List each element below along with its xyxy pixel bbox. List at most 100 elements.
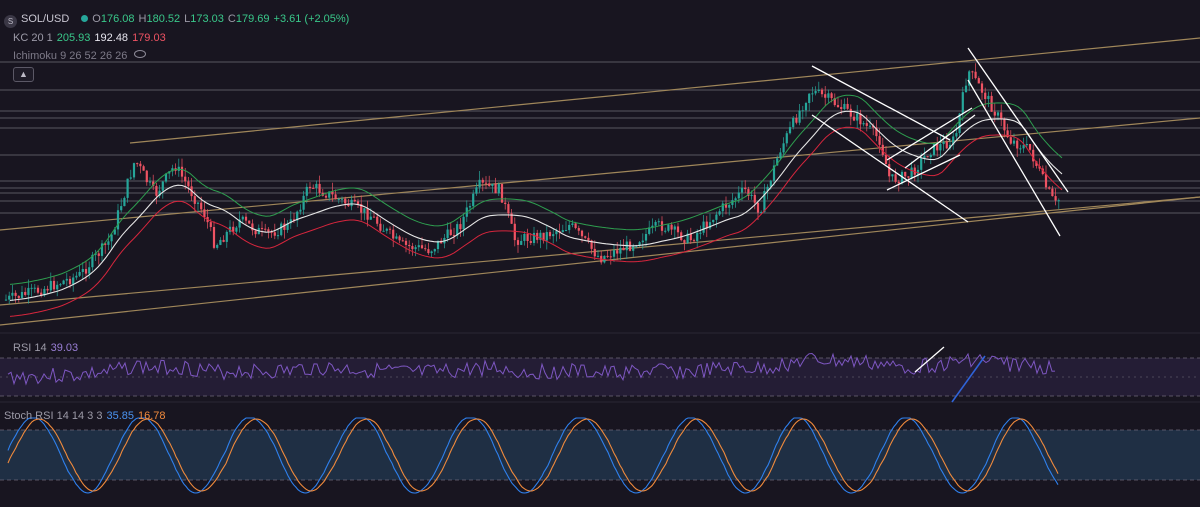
candle-body [756,202,760,213]
candle-body [481,179,484,183]
collapse-legend-button[interactable]: ▲ [13,67,34,82]
trend-channel-lines[interactable] [0,37,1200,326]
candle-body [878,136,881,145]
candle-body [283,223,286,230]
hidden-eye-icon[interactable] [134,50,147,58]
stoch-d-value: 16.78 [137,410,166,422]
candle-body [948,144,952,149]
symbol-legend[interactable]: S SOL/USD O176.08 H180.52 L173.03 C179.69 +3.6… [4,12,353,28]
candle-body [1016,140,1019,149]
candle-body [40,292,43,296]
candle-body [452,235,456,237]
candle-body [494,183,497,194]
candle-body [219,239,222,245]
trendline-drawing [811,65,951,141]
candle-body [708,222,712,229]
trend-channel-line [129,37,1200,144]
candle-body [312,187,315,189]
kc-lower-line [9,126,1063,317]
candle-body [17,295,20,298]
symbol-name[interactable]: SOL/USD [21,13,70,25]
candle-body [516,240,520,245]
candle-body [120,206,123,211]
candle-body [24,291,27,295]
candle-body [353,199,356,202]
flag-drawings[interactable] [811,47,1069,237]
candle-body [212,227,216,248]
candle-body [315,183,318,188]
candle-body [782,143,785,153]
candle-body [1022,145,1025,149]
candle-body [772,165,776,181]
candle-body [740,187,744,193]
candle-body [497,183,500,194]
candle-body [753,194,756,203]
candle-body [430,251,433,254]
candle-body [139,163,142,167]
horizontal-levels[interactable] [0,61,1200,403]
candle-body [894,174,897,182]
candle-body [81,268,84,272]
kc-label[interactable]: KC 20 1 [13,32,53,44]
candle-body [449,229,452,236]
candle-body [72,277,75,285]
candle-body [952,136,955,145]
stoch-k-value: 35.85 [106,410,134,422]
candle-body [408,244,411,247]
trend-channel-line [0,117,1200,231]
candle-body [520,240,523,245]
rsi-legend[interactable]: RSI 14 39.03 [13,341,82,355]
candle-body [222,239,225,242]
candle-body [801,110,804,112]
stoch-rsi-label[interactable]: Stoch RSI 14 14 3 3 [4,410,103,422]
candle-body [414,247,417,250]
candle-body [209,222,212,228]
ichimoku-legend[interactable]: Ichimoku 9 26 52 26 26 [13,49,150,63]
stoch-rsi-pane[interactable] [0,417,1200,494]
ichimoku-label[interactable]: Ichimoku 9 26 52 26 26 [13,50,128,62]
rsi-label[interactable]: RSI 14 [13,342,47,354]
candle-body [232,226,235,232]
candle-body [1057,200,1060,202]
candle-body [36,287,40,293]
candle-body [1035,161,1038,166]
stoch-d-line [7,418,1059,492]
candle-body [184,176,187,182]
candle-body [417,245,420,248]
stoch-rsi-legend[interactable]: Stoch RSI 14 14 3 3 35.85 16.78 [4,409,170,423]
candle-body [1051,188,1054,197]
candle-body [395,236,398,239]
candle-body [462,216,465,230]
candle-body [734,198,737,201]
candle-body [724,203,728,208]
candle-body [1019,148,1022,150]
kc-legend[interactable]: KC 20 1 205.93 192.48 179.03 [13,31,170,45]
candle-body [484,182,488,184]
candle-body [811,93,814,95]
candle-body [555,231,558,235]
keltner-channel [9,94,1063,317]
candle-body [955,133,958,137]
candle-body [984,92,987,100]
candle-body [721,203,724,212]
candle-body [964,85,968,93]
trend-channel-line [0,196,1200,326]
candle-body [491,183,494,187]
candle-body [475,187,478,194]
candle-body [830,93,833,99]
rsi-line [7,352,1056,386]
rsi-pane[interactable] [0,346,1200,403]
candle-body [657,221,660,223]
candle-body [488,183,491,187]
candle-body [27,287,30,295]
candle-body [200,202,203,210]
candle-body [939,144,942,151]
candle-body [104,243,107,245]
candle-body [676,226,680,233]
candle-body [667,224,670,231]
candle-body [891,174,894,177]
candle-body [369,216,372,220]
candle-body [334,194,337,200]
candle-body [507,204,510,214]
